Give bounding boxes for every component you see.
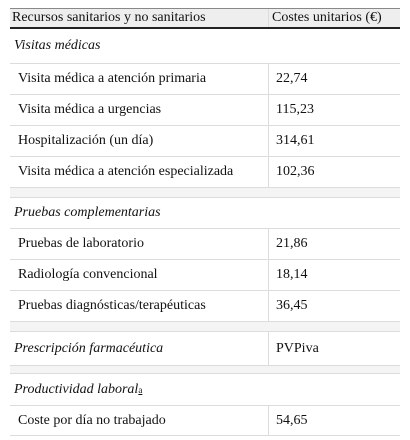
- data-row: Coste por día no trabajado 54,65: [10, 406, 400, 436]
- column-divider: [268, 406, 269, 435]
- unit-cost: 102,36: [276, 164, 315, 179]
- resource-name: Visita médica a urgencias: [18, 102, 162, 117]
- header-cell: Costes unitarios (€): [272, 10, 382, 25]
- section-row: Pruebas complementarias: [10, 198, 400, 229]
- unit-cost: 18,14: [276, 267, 308, 282]
- section-title: Productividad laboral a: [14, 374, 142, 405]
- resource-name: Pruebas de laboratorio: [18, 236, 144, 251]
- data-row: Hospitalización (un día) 314,61: [10, 126, 400, 157]
- data-row: Pruebas diagnósticas/terapéuticas 36,45: [10, 291, 400, 322]
- column-divider: [268, 9, 269, 27]
- resource-name: Visita médica a atención especializada: [18, 164, 234, 179]
- section-title-text: Prescripción farmacéutica: [14, 340, 164, 356]
- data-row: Visita médica a atención primaria 22,74: [10, 64, 400, 95]
- data-row: Pruebas de laboratorio 21,86: [10, 229, 400, 260]
- unit-cost: 21,86: [276, 236, 308, 251]
- unit-cost: 115,23: [276, 102, 314, 117]
- data-row: Visita médica a urgencias 115,23: [10, 95, 400, 126]
- section-row: Productividad laboral a: [10, 374, 400, 406]
- column-divider: [268, 157, 269, 187]
- resource-name: Hospitalización (un día): [18, 133, 154, 148]
- section-title: Prescripción farmacéutica: [14, 332, 163, 365]
- data-row: Visita médica a atención especializada 10…: [10, 157, 400, 188]
- column-divider: [268, 291, 269, 321]
- section-title-text: Pruebas complementarias: [14, 205, 161, 220]
- spacer-row: [10, 188, 400, 198]
- resource-name: Pruebas diagnósticas/terapéuticas: [18, 298, 206, 313]
- footnote-marker: a: [138, 384, 143, 395]
- column-divider: [268, 126, 269, 156]
- resource-name: Coste por día no trabajado: [18, 412, 166, 428]
- section-row: Prescripción farmacéutica PVPiva: [10, 332, 400, 366]
- unit-cost: 314,61: [276, 133, 315, 148]
- section-title: Pruebas complementarias: [14, 198, 161, 228]
- section-title-text: Productividad laboral: [14, 381, 139, 397]
- unit-cost: 36,45: [276, 298, 308, 313]
- section-value: PVPiva: [276, 340, 319, 356]
- data-row: Radiología convencional 18,14: [10, 260, 400, 291]
- resource-name: Radiología convencional: [18, 267, 158, 282]
- column-divider: [268, 229, 269, 259]
- resource-name: Visita médica a atención primaria: [18, 71, 207, 86]
- column-divider: [268, 95, 269, 125]
- section-title-text: Visitas médicas: [14, 38, 101, 53]
- column-divider: [268, 332, 269, 365]
- header-row: Recursos sanitarios y no sanitarios Coste…: [10, 8, 400, 29]
- unit-cost: 54,65: [276, 412, 308, 428]
- unit-cost: 22,74: [276, 71, 308, 86]
- column-divider: [268, 64, 269, 94]
- section-title: Visitas médicas: [14, 29, 100, 63]
- spacer-row: [10, 366, 400, 374]
- column-divider: [268, 260, 269, 290]
- header-cell: Recursos sanitarios y no sanitarios: [12, 10, 206, 25]
- section-row: Visitas médicas: [10, 29, 400, 64]
- spacer-row: [10, 322, 400, 332]
